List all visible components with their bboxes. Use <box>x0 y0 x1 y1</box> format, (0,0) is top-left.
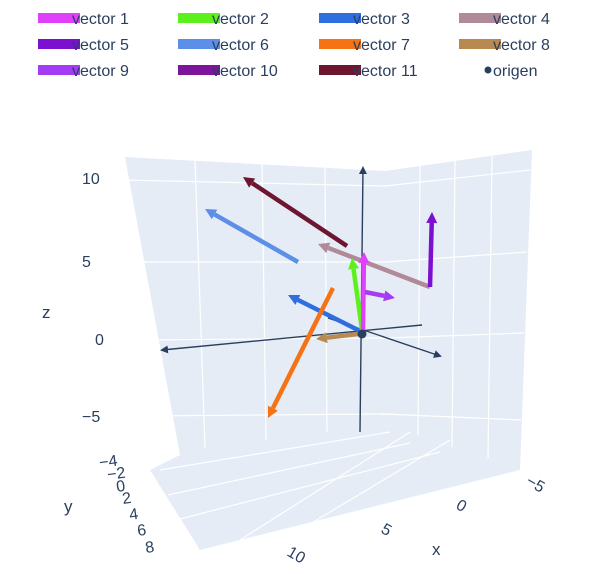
vector-5 <box>426 212 438 288</box>
vector-shaft <box>250 181 349 248</box>
x-axis-title: x <box>432 540 441 559</box>
z-axis-title: z <box>42 303 51 322</box>
legend-item[interactable]: vector 9 <box>38 63 129 80</box>
vector-arrowhead <box>358 252 370 264</box>
x-tick-label: 10 <box>284 544 308 568</box>
legend-swatch <box>38 13 80 23</box>
vector-7 <box>268 286 336 418</box>
vector-arrowhead <box>383 290 395 302</box>
vector-arrowhead <box>426 212 438 224</box>
legend-swatch <box>459 39 501 49</box>
vector-arrowhead <box>316 332 328 344</box>
legend-item[interactable]: vector 3 <box>319 11 410 28</box>
legend-item[interactable]: vector 4 <box>459 11 550 28</box>
legend-label: vector 6 <box>212 37 269 54</box>
legend-swatch <box>319 13 361 23</box>
legend-item[interactable]: vector 1 <box>38 11 129 28</box>
legend-label: vector 3 <box>353 11 410 28</box>
z-tick-label: 0 <box>95 332 104 349</box>
legend-label: vector 4 <box>493 11 550 28</box>
legend-swatch <box>178 65 220 75</box>
y-tick-label: −2 <box>106 465 127 484</box>
legend-item[interactable]: origen <box>484 63 538 80</box>
vector-shaft <box>364 289 385 299</box>
legend-swatch <box>459 13 501 23</box>
legend-item[interactable]: vector 2 <box>178 11 269 28</box>
vector-shaft <box>213 212 300 264</box>
x-tick-label: 0 <box>453 497 469 516</box>
vector-shaft <box>327 245 431 290</box>
back-pane-right <box>385 150 532 470</box>
vector-1 <box>358 252 370 331</box>
legend-swatch <box>38 39 80 49</box>
vector-shaft <box>296 297 364 335</box>
legend-item[interactable]: vector 5 <box>38 37 129 54</box>
z-tick-label: 10 <box>82 171 100 188</box>
legend-label: vector 9 <box>72 63 129 80</box>
vector-9 <box>364 289 395 302</box>
vector-shaft <box>360 262 367 331</box>
y-axis-line <box>160 324 423 354</box>
y-tick-label: 6 <box>136 522 147 540</box>
legend-swatch <box>178 39 220 49</box>
vector-arrowhead <box>205 209 218 220</box>
legend-label: vector 11 <box>353 63 418 80</box>
legend-label: vector 1 <box>72 11 129 28</box>
legend-swatch <box>319 39 361 49</box>
vector-arrowhead <box>288 295 301 305</box>
legend-swatch <box>38 65 80 75</box>
vector-4 <box>318 242 431 290</box>
legend-label: origen <box>493 63 537 80</box>
grid-lines <box>124 155 531 541</box>
y-tick-label: 4 <box>128 506 139 524</box>
vector-arrowhead <box>268 405 278 418</box>
legend-label: vector 10 <box>212 63 278 80</box>
legend: vector 1 vector 2 vector 3 vector 4 vector 5… <box>38 11 550 80</box>
vector-arrowhead <box>318 242 331 254</box>
legend-label: vector 5 <box>72 37 129 54</box>
legend-label: vector 2 <box>212 11 269 28</box>
vector-8 <box>316 331 359 344</box>
legend-item[interactable]: vector 6 <box>178 37 269 54</box>
vector-arrowhead <box>348 258 359 270</box>
y-tick-label: −4 <box>98 453 119 472</box>
legend-swatch <box>178 13 220 23</box>
legend-item[interactable]: vector 7 <box>319 37 410 54</box>
axis-titles: z y x <box>42 303 441 559</box>
x-tick-label: 5 <box>378 521 394 540</box>
legend-swatch <box>319 65 361 75</box>
vectors <box>205 177 438 418</box>
legend-item[interactable]: vector 10 <box>178 63 278 80</box>
vector-shaft <box>427 222 434 288</box>
back-pane-left <box>125 157 385 455</box>
vector-shaft <box>326 331 359 340</box>
legend-item[interactable]: vector 11 <box>319 63 418 80</box>
z-tick-label: −5 <box>82 409 100 426</box>
y-tick-label: 0 <box>115 478 126 496</box>
x-tick-label: −5 <box>523 473 547 497</box>
vector-shaft <box>270 286 336 410</box>
vector-6 <box>205 209 300 264</box>
y-axis-title: y <box>64 497 73 516</box>
legend-label: vector 8 <box>493 37 550 54</box>
y-tick-label: 8 <box>144 539 155 557</box>
origin-marker <box>357 329 367 339</box>
legend-item[interactable]: vector 8 <box>459 37 550 54</box>
vector-2 <box>348 258 365 331</box>
legend-swatch <box>484 66 492 74</box>
vector-shaft <box>351 268 365 331</box>
vector-3 <box>288 295 364 335</box>
vector-arrowhead <box>243 177 256 188</box>
z-tick-label: 5 <box>82 254 91 271</box>
y-tick-label: 2 <box>121 490 132 508</box>
legend-label: vector 7 <box>353 37 410 54</box>
vector-11 <box>243 177 349 248</box>
